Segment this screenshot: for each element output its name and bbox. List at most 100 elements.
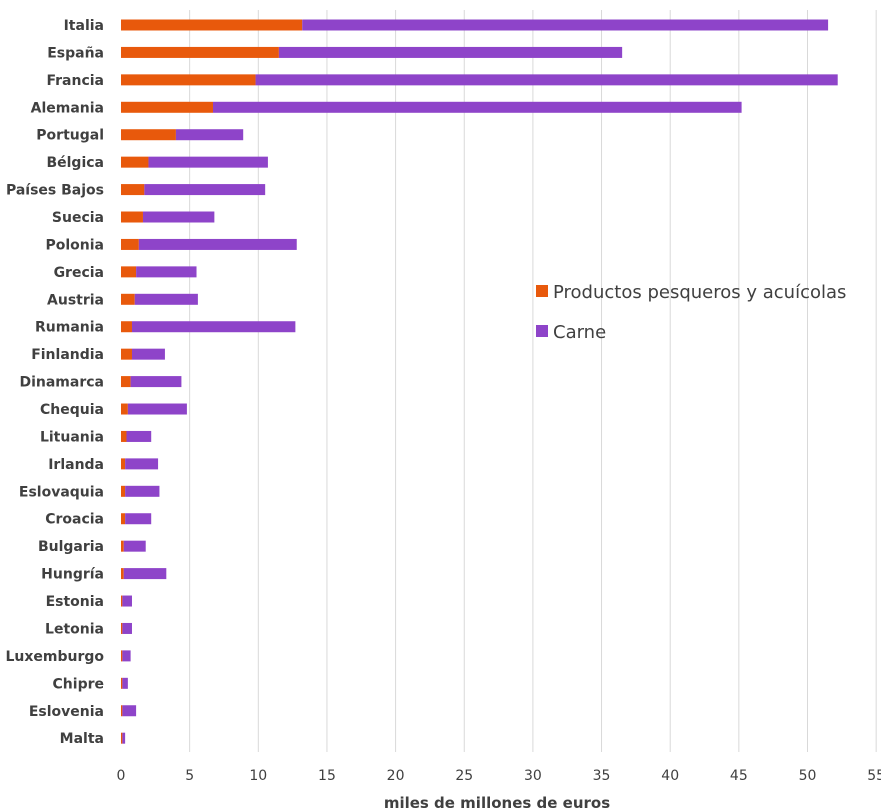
- bar-fish-segment: [121, 74, 256, 86]
- bar-fish-segment: [121, 129, 176, 141]
- category-label: Países Bajos: [6, 183, 104, 199]
- category-label: Austria: [47, 292, 104, 308]
- bar-fish-segment: [121, 293, 135, 305]
- bar-fish-segment: [121, 376, 131, 388]
- x-tick-label: 5: [185, 768, 194, 784]
- bar-meat-segment: [138, 238, 297, 250]
- bar-meat-segment: [125, 485, 160, 497]
- category-label: Rumania: [35, 320, 104, 336]
- gridlines: [189, 10, 877, 752]
- category-label: Dinamarca: [19, 375, 104, 391]
- bar-fish-segment: [121, 184, 145, 196]
- bars: [121, 19, 838, 744]
- x-tick-label: 45: [730, 768, 748, 784]
- x-tick-label: 15: [318, 768, 336, 784]
- bar-meat-segment: [122, 732, 126, 744]
- bar-fish-segment: [121, 458, 126, 470]
- category-label: Hungría: [41, 567, 104, 583]
- bar-meat-segment: [125, 513, 152, 525]
- category-label: Croacia: [45, 512, 104, 528]
- bar-meat-segment: [148, 156, 268, 168]
- bar-meat-segment: [122, 650, 131, 662]
- bar-meat-segment: [130, 376, 182, 388]
- legend-swatch-meat: [536, 325, 548, 337]
- bar-fish-segment: [121, 650, 123, 662]
- category-label: Finlandia: [31, 347, 104, 363]
- bar-meat-segment: [278, 46, 623, 58]
- x-tick-label: 40: [661, 768, 679, 784]
- bar-fish-segment: [121, 211, 143, 223]
- bar-meat-segment: [131, 321, 296, 333]
- bar-meat-segment: [142, 211, 215, 223]
- bar-fish-segment: [121, 238, 139, 250]
- x-axis-title: miles de millones de euros: [384, 794, 610, 810]
- x-tick-label: 35: [593, 768, 611, 784]
- legend-swatch-fish: [536, 285, 548, 297]
- bar-meat-segment: [302, 19, 829, 31]
- bar-meat-segment: [175, 129, 244, 141]
- x-tick-label: 10: [249, 768, 267, 784]
- x-tick-label: 0: [117, 768, 126, 784]
- category-label: Irlanda: [48, 457, 104, 473]
- bar-fish-segment: [121, 321, 132, 333]
- category-label: Chequia: [40, 402, 104, 418]
- category-label: Estonia: [46, 594, 104, 610]
- x-tick-labels: 0 5 10 15 20 25 30 35 40 45 50 55: [117, 768, 881, 784]
- category-label: Luxemburgo: [5, 649, 104, 665]
- category-label: Eslovenia: [29, 704, 104, 720]
- category-label: Letonia: [45, 621, 104, 637]
- bar-meat-segment: [122, 705, 137, 717]
- category-label: Bélgica: [46, 155, 104, 171]
- x-tick-label: 25: [455, 768, 473, 784]
- bar-fish-segment: [121, 677, 123, 689]
- bar-fish-segment: [121, 513, 126, 525]
- bar-fish-segment: [121, 622, 123, 634]
- category-label: Italia: [64, 18, 104, 34]
- bar-fish-segment: [121, 101, 213, 113]
- category-label: Grecia: [54, 265, 104, 281]
- bar-meat-segment: [134, 293, 198, 305]
- bar-meat-segment: [123, 568, 167, 580]
- bar-fish-segment: [121, 732, 123, 744]
- bar-fish-segment: [121, 19, 303, 31]
- bar-fish-segment: [121, 348, 132, 360]
- category-label: Alemania: [31, 100, 104, 116]
- legend-label-fish: Productos pesqueros y acuícolas: [553, 282, 846, 303]
- legend: Productos pesqueros y acuícolas Carne: [536, 282, 846, 343]
- category-label: Polonia: [45, 237, 104, 253]
- category-label: Suecia: [52, 210, 104, 226]
- category-label: Francia: [46, 73, 104, 89]
- bar-meat-segment: [126, 430, 152, 442]
- category-labels: Italia España Francia Alemania Portugal Bélgi…: [5, 18, 104, 747]
- category-label: Eslovaquia: [19, 484, 104, 500]
- bar-meat-segment: [127, 403, 187, 415]
- category-label: Chipre: [53, 676, 104, 692]
- x-tick-label: 30: [524, 768, 542, 784]
- x-tick-label: 55: [867, 768, 881, 784]
- bar-meat-segment: [125, 458, 159, 470]
- x-tick-label: 50: [799, 768, 817, 784]
- bar-meat-segment: [122, 677, 128, 689]
- bar-fish-segment: [121, 403, 128, 415]
- bar-fish-segment: [121, 705, 123, 717]
- category-label: Lituania: [40, 429, 104, 445]
- bar-fish-segment: [121, 568, 124, 580]
- bar-fish-segment: [121, 485, 126, 497]
- bar-meat-segment: [122, 622, 132, 634]
- bar-meat-segment: [136, 266, 197, 278]
- bar-meat-segment: [123, 540, 146, 552]
- bar-fish-segment: [121, 46, 279, 58]
- bar-fish-segment: [121, 540, 124, 552]
- bar-meat-segment: [131, 348, 165, 360]
- legend-label-meat: Carne: [553, 322, 606, 343]
- category-label: Bulgaria: [38, 539, 104, 555]
- bar-fish-segment: [121, 595, 123, 607]
- bar-fish-segment: [121, 156, 149, 168]
- bar-meat-segment: [255, 74, 838, 86]
- category-label: España: [47, 45, 104, 61]
- bar-fish-segment: [121, 430, 127, 442]
- category-label: Portugal: [36, 128, 104, 144]
- category-label: Malta: [60, 731, 104, 747]
- bar-meat-segment: [122, 595, 132, 607]
- bar-meat-segment: [212, 101, 742, 113]
